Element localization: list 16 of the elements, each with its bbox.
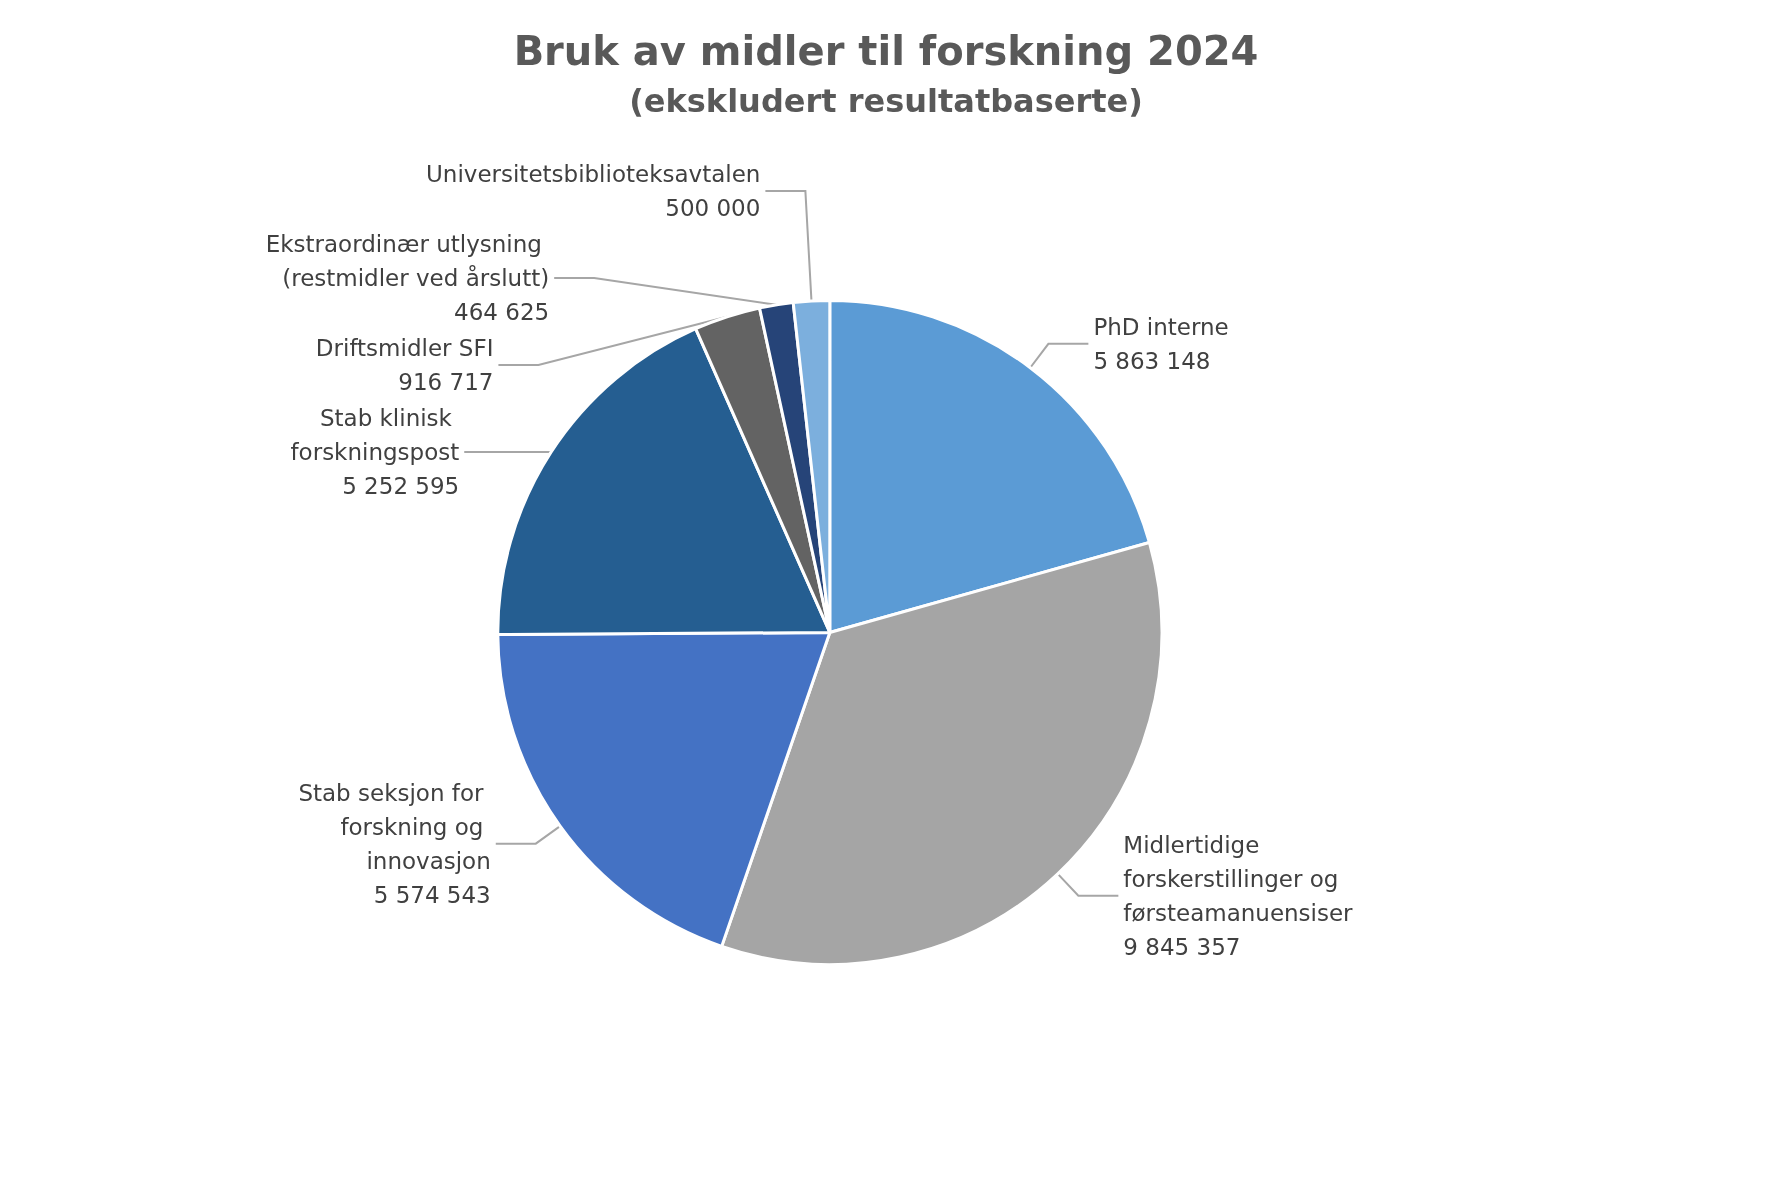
data-label: 500 000 [665,195,761,222]
data-label: 5 252 595 [342,473,460,500]
slice-label: Midlertidige forskerstillinger og førsteamanuensiser [1123,831,1354,926]
slice-label: Driftsmidler SFI [315,335,494,362]
data-label: 464 625 [454,299,550,326]
chart-title: Bruk av midler til forskning 2024 [513,28,1259,74]
slice-label: Stab klinisk forskningspost [290,405,460,466]
chart-subtitle: (ekskludert resultatbaserte) [629,82,1143,120]
data-label: 5 574 543 [373,881,491,908]
data-label: 9 845 357 [1123,933,1241,960]
slice-label: Ekstraordinær utlysning (restmidler ved årslutt) [265,231,550,292]
data-label: 5 863 148 [1093,347,1211,374]
slice-label: Universitetsbiblioteksavtalen [425,161,761,188]
slice-label: Stab seksjon for forskning og innovasjon [298,779,491,874]
data-label: 916 717 [398,369,494,396]
slice-label: PhD interne [1093,313,1229,340]
